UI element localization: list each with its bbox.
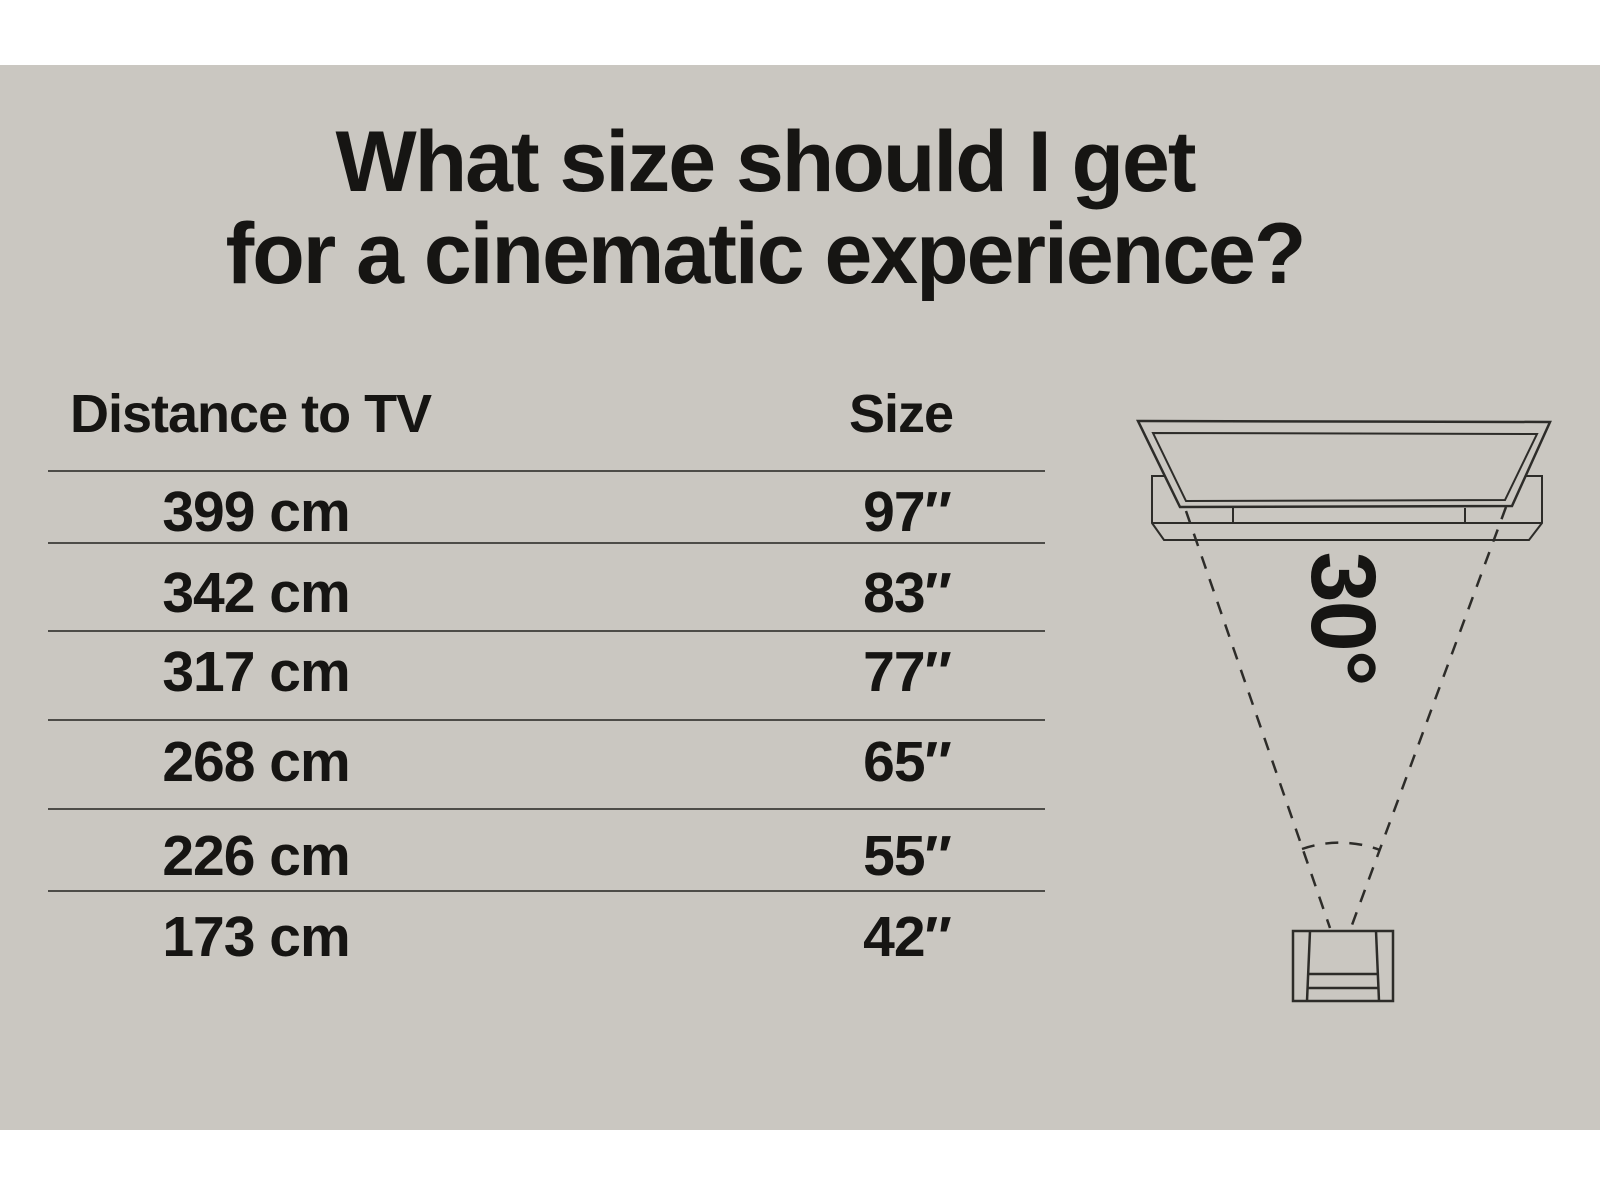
table-row: 317 cm 77″ [0, 634, 1100, 710]
table-separator [48, 542, 1045, 544]
size-value: 97″ [863, 480, 952, 544]
tv-top-view-icon [1135, 419, 1552, 509]
distance-value: 342 cm [162, 561, 350, 625]
table-row: 342 cm 83″ [0, 555, 1100, 631]
table-separator [48, 719, 1045, 721]
column-header-size: Size [848, 384, 954, 444]
distance-value: 317 cm [162, 640, 350, 704]
table-separator [48, 470, 1045, 472]
distance-value: 399 cm [162, 480, 350, 544]
size-value: 55″ [863, 824, 952, 888]
distance-value: 226 cm [162, 824, 350, 888]
title-line-2: for a cinematic experience? [225, 206, 1307, 302]
angle-label: 30° [1292, 551, 1394, 684]
size-value: 77″ [863, 640, 952, 704]
table-row: 226 cm 55″ [0, 818, 1100, 894]
tv-stand [1151, 475, 1543, 541]
size-value: 42″ [863, 905, 952, 969]
viewing-angle-arc [1301, 841, 1381, 852]
viewing-angle-lines [1184, 506, 1508, 929]
armchair-icon [1291, 929, 1395, 1003]
table-row: 268 cm 65″ [0, 724, 1100, 800]
table-separator [48, 630, 1045, 632]
distance-value: 268 cm [162, 730, 350, 794]
title-line-1: What size should I get [335, 114, 1196, 210]
column-header-distance: Distance to TV [70, 384, 432, 444]
table-row: 399 cm 97″ [0, 474, 1100, 550]
table-separator [48, 808, 1045, 810]
size-value: 83″ [863, 561, 952, 625]
table-separator [48, 890, 1045, 892]
page-title: What size should I get for a cinematic e… [0, 116, 1530, 300]
distance-value: 173 cm [162, 905, 350, 969]
size-value: 65″ [863, 730, 952, 794]
content-panel [0, 65, 1600, 1130]
table-row: 173 cm 42″ [0, 899, 1100, 975]
